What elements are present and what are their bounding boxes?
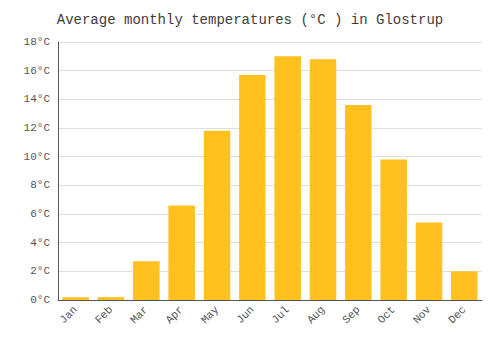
- svg-text:Average monthly temperatures (: Average monthly temperatures (°C ) in Gl…: [57, 12, 443, 28]
- svg-text:Jul: Jul: [269, 304, 291, 326]
- svg-text:Dec: Dec: [446, 304, 468, 326]
- svg-text:8°C: 8°C: [30, 179, 50, 191]
- svg-text:Jan: Jan: [57, 304, 79, 326]
- svg-text:Sep: Sep: [340, 304, 362, 326]
- svg-text:2°C: 2°C: [30, 265, 50, 277]
- svg-text:Oct: Oct: [375, 304, 397, 326]
- svg-text:0°C: 0°C: [30, 294, 50, 306]
- svg-text:Mar: Mar: [128, 304, 150, 326]
- svg-text:Nov: Nov: [411, 303, 434, 326]
- svg-text:Aug: Aug: [305, 304, 327, 326]
- svg-text:4°C: 4°C: [30, 237, 50, 249]
- svg-text:May: May: [199, 303, 222, 326]
- svg-text:Apr: Apr: [163, 304, 185, 326]
- svg-text:Feb: Feb: [93, 304, 115, 326]
- svg-text:12°C: 12°C: [24, 122, 51, 134]
- svg-text:16°C: 16°C: [24, 65, 51, 77]
- svg-text:Jun: Jun: [234, 304, 256, 326]
- svg-text:18°C: 18°C: [24, 36, 51, 48]
- svg-text:6°C: 6°C: [30, 208, 50, 220]
- svg-text:10°C: 10°C: [24, 151, 51, 163]
- svg-text:14°C: 14°C: [24, 93, 51, 105]
